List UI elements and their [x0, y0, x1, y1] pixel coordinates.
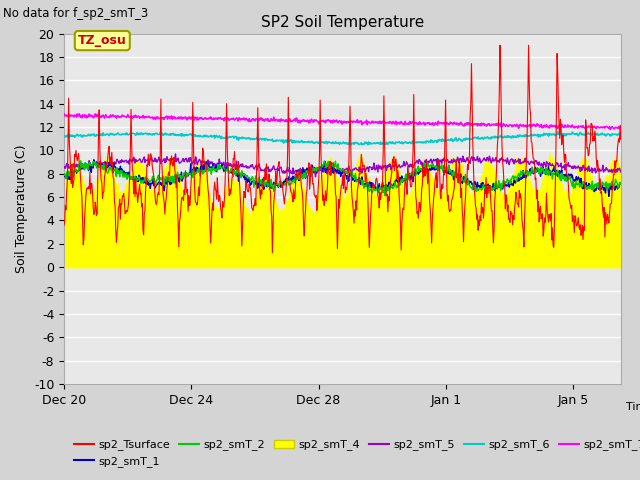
Y-axis label: Soil Temperature (C): Soil Temperature (C) — [15, 144, 28, 273]
Text: TZ_osu: TZ_osu — [78, 34, 127, 47]
Text: Time: Time — [627, 401, 640, 411]
Text: No data for f_sp2_smT_3: No data for f_sp2_smT_3 — [3, 7, 148, 20]
Title: SP2 Soil Temperature: SP2 Soil Temperature — [260, 15, 424, 30]
Legend: sp2_Tsurface, sp2_smT_1, sp2_smT_2, sp2_smT_4, sp2_smT_5, sp2_smT_6, sp2_smT_7: sp2_Tsurface, sp2_smT_1, sp2_smT_2, sp2_… — [70, 435, 640, 471]
